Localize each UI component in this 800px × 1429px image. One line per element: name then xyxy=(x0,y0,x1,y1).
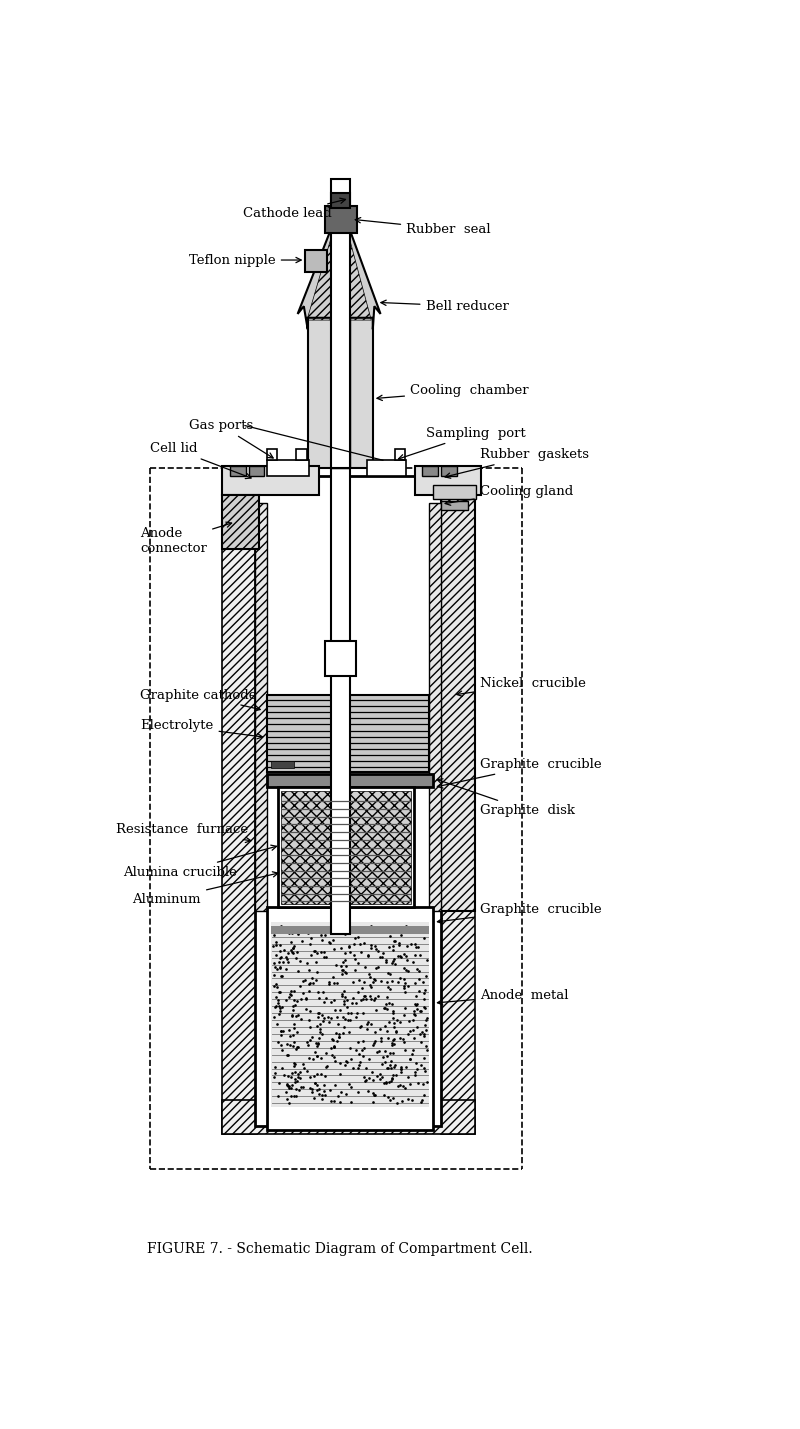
Bar xyxy=(222,494,259,549)
Bar xyxy=(367,460,406,476)
Bar xyxy=(270,926,430,933)
Text: Bell reducer: Bell reducer xyxy=(381,300,508,313)
Bar xyxy=(296,449,307,460)
Bar xyxy=(325,642,356,676)
Bar xyxy=(331,179,350,467)
Bar xyxy=(266,460,310,476)
Text: Graphite  crucible: Graphite crucible xyxy=(438,757,602,787)
Bar xyxy=(270,922,430,1107)
Text: Resistance  furnace: Resistance furnace xyxy=(115,823,251,843)
Bar xyxy=(255,503,266,910)
Text: Anode  metal: Anode metal xyxy=(438,989,568,1005)
Bar xyxy=(306,250,327,272)
Text: Nickel  crucible: Nickel crucible xyxy=(457,677,586,696)
Text: FIGURE 7. - Schematic Diagram of Compartment Cell.: FIGURE 7. - Schematic Diagram of Compart… xyxy=(147,1242,533,1256)
Bar xyxy=(430,503,441,910)
Bar xyxy=(441,466,457,476)
Bar xyxy=(249,466,264,476)
Bar xyxy=(266,694,430,772)
Bar xyxy=(266,449,278,460)
Bar xyxy=(266,773,434,787)
Text: Cathode lead: Cathode lead xyxy=(243,199,346,220)
Bar xyxy=(331,193,350,209)
Bar xyxy=(255,476,441,1126)
Text: Graphite  disk: Graphite disk xyxy=(438,779,574,817)
Bar xyxy=(394,449,406,460)
Bar xyxy=(282,790,410,903)
Bar xyxy=(441,502,468,510)
Bar xyxy=(414,466,481,494)
Text: Cooling gland: Cooling gland xyxy=(445,484,573,506)
Text: Aluminum: Aluminum xyxy=(133,872,278,906)
Bar xyxy=(266,907,434,1130)
Bar xyxy=(441,472,475,910)
Bar xyxy=(308,303,373,467)
Bar xyxy=(331,303,350,467)
Text: Anode
connector: Anode connector xyxy=(140,522,232,554)
Bar xyxy=(434,484,476,499)
Bar xyxy=(222,1100,475,1135)
Text: Cell lid: Cell lid xyxy=(150,442,251,479)
Text: Sampling  port: Sampling port xyxy=(398,427,526,460)
Text: Teflon nipple: Teflon nipple xyxy=(189,253,302,267)
Text: Rubber  seal: Rubber seal xyxy=(355,217,490,236)
Text: Gas ports: Gas ports xyxy=(189,419,273,459)
Bar xyxy=(422,466,438,476)
Text: Graphite  crucible: Graphite crucible xyxy=(438,903,602,923)
Text: Graphite cathode: Graphite cathode xyxy=(140,689,260,710)
Bar xyxy=(325,206,358,233)
Bar xyxy=(278,787,414,907)
Polygon shape xyxy=(298,229,381,329)
Text: Electrolyte: Electrolyte xyxy=(140,719,262,739)
Bar xyxy=(270,760,294,769)
Bar xyxy=(222,466,319,494)
Bar xyxy=(331,467,350,933)
Bar xyxy=(222,472,257,1135)
Text: Cooling  chamber: Cooling chamber xyxy=(377,384,529,400)
Bar xyxy=(230,466,246,476)
Text: Alumina crucible: Alumina crucible xyxy=(123,845,277,879)
Bar xyxy=(441,472,475,1135)
Text: Rubber  gaskets: Rubber gaskets xyxy=(445,449,589,479)
